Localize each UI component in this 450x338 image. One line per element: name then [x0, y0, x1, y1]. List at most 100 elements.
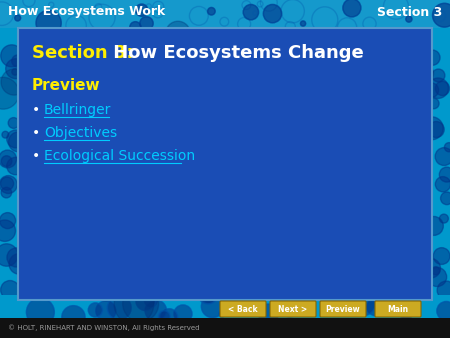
- Text: Section 3: Section 3: [377, 5, 442, 19]
- Circle shape: [412, 63, 433, 84]
- Circle shape: [220, 282, 247, 308]
- Circle shape: [207, 7, 215, 15]
- Circle shape: [2, 131, 9, 138]
- Circle shape: [123, 262, 141, 280]
- Circle shape: [435, 148, 450, 166]
- Circle shape: [425, 50, 440, 65]
- Circle shape: [53, 244, 76, 268]
- Circle shape: [259, 304, 278, 324]
- Text: •: •: [32, 126, 40, 140]
- FancyBboxPatch shape: [375, 301, 421, 317]
- Circle shape: [161, 309, 178, 325]
- Circle shape: [432, 267, 440, 275]
- Circle shape: [367, 298, 384, 316]
- Circle shape: [1, 156, 12, 167]
- Circle shape: [37, 192, 49, 203]
- Circle shape: [0, 281, 19, 299]
- Circle shape: [198, 283, 219, 304]
- Circle shape: [420, 117, 443, 140]
- Circle shape: [351, 291, 376, 315]
- Circle shape: [88, 303, 103, 317]
- Circle shape: [12, 55, 24, 67]
- Circle shape: [301, 21, 306, 26]
- Circle shape: [31, 245, 39, 254]
- FancyBboxPatch shape: [270, 301, 316, 317]
- Circle shape: [217, 223, 257, 263]
- Circle shape: [263, 4, 282, 23]
- Circle shape: [136, 291, 156, 311]
- Circle shape: [27, 298, 54, 326]
- Circle shape: [166, 21, 190, 46]
- Bar: [18, 28, 432, 300]
- Circle shape: [0, 213, 16, 228]
- Circle shape: [8, 118, 19, 128]
- Circle shape: [41, 190, 54, 203]
- Text: Ecological Succession: Ecological Succession: [44, 149, 195, 163]
- Circle shape: [130, 22, 141, 33]
- Circle shape: [216, 71, 240, 94]
- Circle shape: [435, 81, 450, 96]
- Circle shape: [197, 228, 223, 254]
- Circle shape: [92, 273, 120, 301]
- Circle shape: [1, 69, 27, 95]
- Circle shape: [293, 58, 331, 95]
- Circle shape: [312, 85, 340, 113]
- Circle shape: [319, 34, 328, 43]
- Text: © HOLT, RINEHART AND WINSTON, All Rights Reserved: © HOLT, RINEHART AND WINSTON, All Rights…: [8, 325, 199, 331]
- Circle shape: [12, 69, 18, 75]
- Circle shape: [310, 125, 324, 139]
- Bar: [0, 28, 18, 300]
- Circle shape: [114, 285, 154, 324]
- Text: •: •: [32, 103, 40, 117]
- Circle shape: [144, 294, 158, 307]
- Circle shape: [397, 300, 415, 318]
- Text: Main: Main: [387, 305, 409, 314]
- Circle shape: [356, 225, 395, 264]
- Circle shape: [35, 73, 50, 88]
- Circle shape: [0, 177, 13, 190]
- Circle shape: [135, 4, 148, 16]
- Bar: [0, 0, 450, 28]
- Circle shape: [145, 300, 166, 321]
- Circle shape: [445, 143, 450, 152]
- Text: Preview: Preview: [326, 305, 360, 314]
- Circle shape: [0, 150, 17, 168]
- Circle shape: [67, 282, 81, 296]
- Circle shape: [158, 311, 170, 322]
- Circle shape: [229, 198, 261, 230]
- Text: How Ecosystems Change: How Ecosystems Change: [107, 44, 364, 62]
- Circle shape: [62, 306, 85, 329]
- Circle shape: [358, 239, 387, 268]
- Circle shape: [7, 130, 25, 148]
- Circle shape: [7, 158, 24, 175]
- Circle shape: [439, 214, 448, 223]
- Circle shape: [174, 305, 192, 323]
- Circle shape: [433, 248, 450, 264]
- Text: Next >: Next >: [279, 305, 307, 314]
- Circle shape: [343, 0, 361, 17]
- Circle shape: [165, 111, 204, 150]
- Circle shape: [9, 254, 30, 274]
- Circle shape: [421, 259, 441, 278]
- Circle shape: [0, 220, 15, 241]
- Circle shape: [7, 248, 26, 267]
- Circle shape: [398, 150, 411, 164]
- Text: •: •: [32, 149, 40, 163]
- Circle shape: [36, 10, 61, 35]
- Circle shape: [202, 291, 215, 304]
- Circle shape: [140, 17, 153, 30]
- Circle shape: [437, 281, 450, 299]
- Circle shape: [414, 155, 423, 164]
- Circle shape: [15, 15, 21, 21]
- Circle shape: [406, 16, 412, 22]
- Text: Objectives: Objectives: [44, 126, 117, 140]
- Circle shape: [127, 263, 142, 278]
- Text: Section 3:: Section 3:: [32, 44, 134, 62]
- Circle shape: [151, 240, 189, 277]
- Circle shape: [0, 175, 17, 193]
- Circle shape: [428, 98, 439, 109]
- Circle shape: [424, 216, 443, 235]
- Circle shape: [435, 176, 450, 192]
- Circle shape: [98, 65, 121, 88]
- Circle shape: [1, 45, 23, 67]
